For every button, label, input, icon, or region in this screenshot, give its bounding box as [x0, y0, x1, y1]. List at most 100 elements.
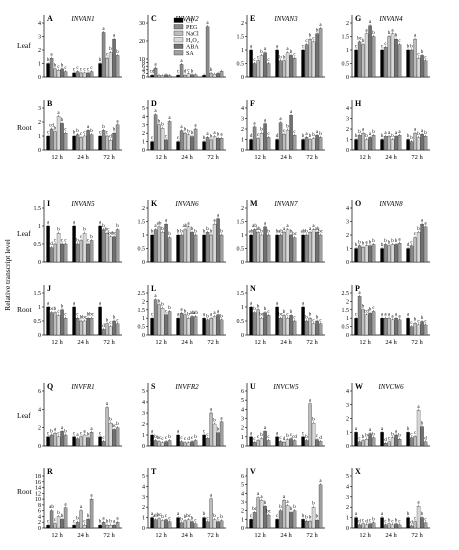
significance-letter: a [319, 23, 322, 28]
bar-SA [89, 318, 94, 336]
x-tick-label: 72 h [411, 532, 423, 539]
significance-letter: a [381, 512, 384, 517]
significance-letter: a [206, 21, 209, 26]
significance-letter: b [168, 306, 171, 311]
significance-letter: a [187, 221, 190, 226]
x-tick-label: 24 h [280, 532, 292, 539]
significance-letter: a [302, 302, 305, 307]
significance-letter: bc [252, 507, 258, 512]
bar-ABA [394, 523, 398, 529]
significance-letter: c [316, 434, 319, 439]
bar-PEG [278, 60, 283, 78]
bar-H2O2 [364, 139, 369, 151]
significance-letter: c [414, 516, 417, 521]
bar-H2O2 [416, 137, 421, 151]
bar-PEG [101, 130, 106, 151]
bar-SA [371, 244, 376, 263]
significance-letter: a [260, 495, 263, 500]
bar-NaCl [361, 44, 365, 78]
bar-H2O2 [82, 72, 87, 78]
bar-SA [167, 311, 172, 336]
x-tick-label: 12 h [155, 154, 167, 161]
significance-letter: a [395, 430, 398, 435]
significance-letter: c [57, 65, 60, 70]
significance-letter: c [206, 433, 209, 438]
significance-letter: b [180, 517, 183, 522]
significance-letter: c [305, 39, 308, 44]
bar-CT [150, 318, 154, 336]
bar-ABA [420, 517, 424, 529]
bar-PEG [383, 244, 388, 263]
bar-ABA [190, 316, 194, 336]
bar-PEG [205, 232, 210, 263]
significance-letter: b [76, 129, 79, 134]
y-tick-label: 1.5 [237, 35, 245, 41]
bar-CT [406, 139, 410, 151]
bar-NaCl [256, 138, 260, 151]
bar-NaCl [413, 39, 417, 78]
panel-letter: N [250, 284, 256, 293]
significance-letter: ab [153, 514, 158, 519]
significance-letter: a [369, 132, 372, 137]
bar-PEG [357, 245, 362, 263]
bar-NaCl [361, 133, 365, 151]
significance-letter: a [395, 313, 398, 318]
significance-letter: a [177, 512, 180, 517]
bar-ABA [289, 315, 293, 336]
bar-SA [115, 323, 120, 336]
bar-CT [380, 139, 384, 151]
significance-letter: b [286, 125, 289, 130]
y-tick-label: 6 [38, 389, 41, 395]
significance-letter: a [276, 45, 279, 50]
bar-H2O2 [56, 436, 61, 447]
bar-NaCl [413, 237, 417, 263]
bar-PEG [101, 441, 106, 447]
bar-ABA [420, 55, 424, 78]
significance-letter: b [421, 50, 424, 55]
significance-letter: a [305, 132, 308, 137]
significance-letter: b [80, 316, 83, 321]
significance-letter: a [203, 313, 206, 318]
gene-title: INVAN1 [70, 15, 94, 23]
bar-SA [318, 441, 323, 447]
significance-letter: a [99, 302, 102, 307]
significance-letter: ab [183, 224, 188, 229]
bar-NaCl [105, 407, 109, 447]
significance-letter: c [102, 436, 105, 441]
significance-letter: c [302, 45, 305, 50]
bar-CT [354, 318, 358, 336]
bar-CT [406, 517, 410, 529]
significance-letter: c [384, 519, 387, 524]
y-tick-label: 0 [38, 148, 41, 154]
bar-PEG [252, 312, 257, 336]
significance-letter: a [309, 227, 312, 232]
significance-letter: c [116, 318, 119, 323]
significance-letter: b [305, 435, 308, 440]
bar-H2O2 [364, 245, 369, 263]
bar-H2O2 [390, 319, 395, 336]
significance-letter: b [220, 515, 223, 520]
significance-letter: c [187, 68, 190, 73]
significance-letter: c [319, 318, 322, 323]
bar-CT [249, 436, 253, 447]
panel-letter: P [355, 284, 360, 293]
bar-ABA [368, 245, 372, 263]
bar-PEG [49, 510, 54, 529]
significance-letter: a [424, 221, 427, 226]
significance-letter: c [417, 53, 420, 58]
panel-letter: S [151, 382, 156, 391]
y-tick-label: 1 [346, 516, 349, 522]
bar-CT [249, 234, 253, 263]
significance-letter: a [417, 501, 420, 506]
bar-CT [275, 306, 279, 336]
y-tick-label: 0 [241, 148, 244, 154]
bar-PEG [179, 64, 184, 78]
significance-letter: b [421, 316, 424, 321]
significance-letter: b [421, 512, 424, 517]
bar-CT [301, 234, 305, 263]
bar-H2O2 [416, 506, 421, 529]
bar-H2O2 [160, 307, 165, 336]
significance-letter: d [365, 519, 368, 524]
significance-letter: b [76, 517, 79, 522]
